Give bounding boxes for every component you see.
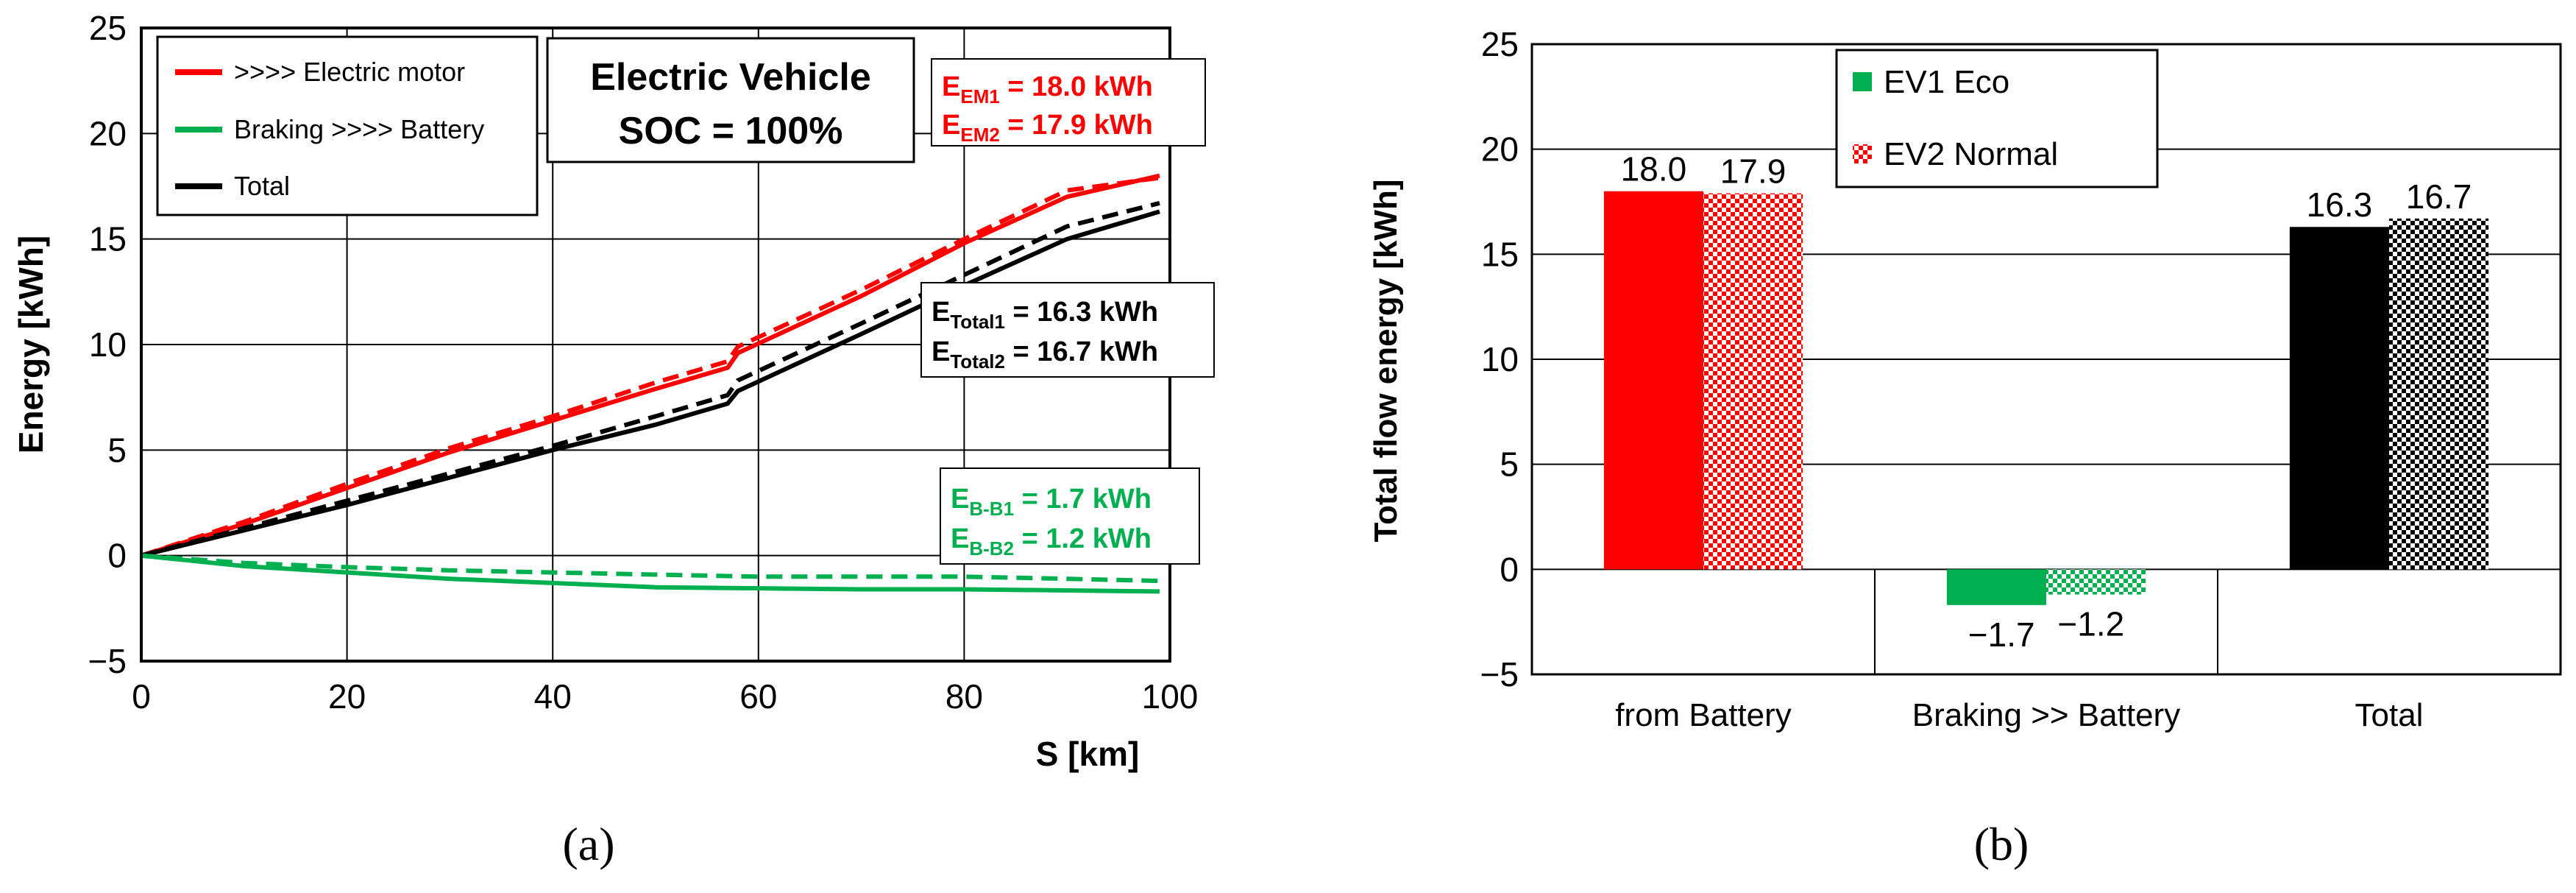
- bar-ev2-normal: [1703, 193, 1803, 570]
- y-tick-label: 15: [89, 220, 127, 258]
- chart-b-plot-frame: [1530, 43, 2562, 676]
- annotation-braking-battery: EB-B1 = 1.7 kWh EB-B2 = 1.2 kWh: [940, 467, 1200, 565]
- category-label: Braking >> Battery: [1912, 697, 2180, 733]
- y-tick-label: 20: [89, 114, 127, 152]
- y-tick-label: 25: [1481, 25, 1519, 63]
- data-label: −1.7: [1968, 615, 2035, 654]
- x-tick-label: 20: [328, 677, 366, 716]
- annotation-bb-line2: EB-B2 = 1.2 kWh: [951, 523, 1152, 560]
- annotation-em1-symbol: E: [942, 71, 960, 102]
- annotation-total-line2: ETotal2 = 16.7 kWh: [932, 336, 1158, 373]
- y-tick-label: 10: [1481, 340, 1519, 378]
- chart-a-legend: >>>> Electric motor Braking >>>> Battery…: [156, 35, 539, 216]
- chart-a-x-tick-labels: 0 20 40 60 80 100: [132, 677, 1198, 716]
- series-line-b-b1-eco: [141, 553, 1160, 594]
- annotation-bb-line1: EB-B1 = 1.7 kWh: [951, 484, 1152, 520]
- annotation-bb2-symbol: E: [951, 523, 969, 554]
- y-tick-label: 5: [107, 431, 127, 469]
- annotation-em-line1: EEM1 = 18.0 kWh: [942, 71, 1153, 107]
- annotation-total-line1: ETotal1 = 16.3 kWh: [932, 297, 1158, 333]
- legend-label-total: Total: [234, 171, 290, 201]
- chart-a-y-tick-labels: −5 0 5 10 15 20 25: [88, 9, 127, 680]
- annotation-em2-symbol: E: [942, 110, 960, 141]
- legend-swatch-ev1-eco: [1853, 72, 1872, 91]
- series-line-em1-eco: [141, 173, 1160, 558]
- panel-label-a: (a): [562, 818, 614, 870]
- y-tick-label: 25: [89, 9, 127, 47]
- category-label: from Battery: [1615, 697, 1792, 733]
- data-label: 17.9: [1720, 152, 1786, 191]
- y-tick-label: 0: [1500, 550, 1519, 588]
- panel-label-b: (b): [1974, 818, 2029, 870]
- annotation-total1-symbol: E: [932, 297, 950, 328]
- annotation-bb2-subscript: B-B2: [969, 537, 1014, 560]
- annotation-em1-subscript: EM1: [960, 85, 999, 107]
- category-label: Total: [2355, 697, 2424, 733]
- y-tick-label: −5: [88, 642, 127, 680]
- chart-a-series: [141, 173, 1160, 594]
- data-label: 18.0: [1621, 150, 1687, 188]
- bar-ev1-eco: [2289, 227, 2389, 570]
- bar-ev1-eco: [1946, 569, 2046, 605]
- chart-b-data-labels: 18.0 17.9 −1.7 −1.2 16.3 16.7: [1621, 150, 2472, 654]
- x-tick-label: 40: [534, 677, 572, 716]
- chart-b-y-axis-label: Total flow energy [kWh]: [1368, 180, 1404, 543]
- chart-b-legend: EV1 Eco EV2 Normal: [1835, 49, 2159, 188]
- legend-label-ev1-eco: EV1 Eco: [1884, 64, 2009, 100]
- y-tick-label: 0: [107, 537, 127, 575]
- annotation-total2-subscript: Total2: [950, 350, 1005, 373]
- legend-label-ev2-normal: EV2 Normal: [1884, 136, 2058, 172]
- annotation-bb1-value: = 1.7 kWh: [1014, 484, 1152, 515]
- y-tick-label: 15: [1481, 235, 1519, 273]
- y-tick-label: −5: [1480, 655, 1519, 693]
- x-tick-label: 0: [132, 677, 151, 716]
- chart-a-title-box: Electric Vehicle SOC = 100%: [546, 37, 915, 163]
- data-label: −1.2: [2057, 605, 2124, 643]
- x-tick-label: 60: [739, 677, 777, 716]
- annotation-em2-value: = 17.9 kWh: [1000, 110, 1153, 141]
- legend-label-electric-motor: >>>> Electric motor: [234, 57, 465, 87]
- annotation-em2-subscript: EM2: [960, 124, 999, 146]
- y-tick-label: 10: [89, 325, 127, 364]
- legend-swatch-ev2-normal: [1853, 144, 1872, 163]
- chart-b: −5 0 5 10 15 20 25 from Battery Braking >> Batt…: [1368, 25, 2562, 870]
- chart-b-category-labels: from Battery Braking >> Battery Total: [1615, 697, 2423, 733]
- x-tick-label: 80: [945, 677, 983, 716]
- annotation-em: EEM1 = 18.0 kWh EEM2 = 17.9 kWh: [931, 58, 1206, 147]
- bar-ev1-eco: [1603, 191, 1703, 570]
- chart-a-y-axis-label: Energy [kWh]: [12, 236, 50, 453]
- series-line-total1-eco: [141, 209, 1160, 558]
- bar-ev2-normal: [2046, 569, 2146, 595]
- bar-ev2-normal: [2389, 218, 2489, 570]
- annotation-bb1-subscript: B-B1: [969, 498, 1014, 520]
- y-tick-label: 5: [1500, 445, 1519, 484]
- annotation-total2-value: = 16.7 kWh: [1005, 336, 1158, 367]
- series-line-b-b2-normal: [141, 553, 1160, 584]
- chart-b-bars: [1603, 191, 2489, 605]
- annotation-bb1-symbol: E: [951, 484, 969, 515]
- data-label: 16.3: [2307, 186, 2373, 224]
- y-tick-label: 20: [1481, 130, 1519, 169]
- chart-a-x-axis-label: S [km]: [1036, 735, 1140, 773]
- legend-label-braking-battery: Braking >>>> Battery: [234, 114, 484, 144]
- annotation-total1-value: = 16.3 kWh: [1005, 297, 1158, 328]
- annotation-em1-value: = 18.0 kWh: [1000, 71, 1153, 102]
- annotation-total: ETotal1 = 16.3 kWh ETotal2 = 16.7 kWh: [920, 282, 1215, 378]
- chart-a-title-line2: SOC = 100%: [619, 110, 843, 152]
- data-label: 16.7: [2406, 177, 2472, 216]
- annotation-total1-subscript: Total1: [950, 311, 1005, 333]
- x-tick-label: 100: [1142, 677, 1199, 716]
- series-line-em2-normal: [141, 175, 1160, 558]
- chart-b-y-tick-labels: −5 0 5 10 15 20 25: [1480, 25, 1519, 693]
- annotation-total2-symbol: E: [932, 336, 950, 367]
- chart-a-title-line1: Electric Vehicle: [590, 56, 871, 99]
- annotation-em-line2: EEM2 = 17.9 kWh: [942, 110, 1153, 146]
- annotation-bb2-value: = 1.2 kWh: [1014, 523, 1152, 554]
